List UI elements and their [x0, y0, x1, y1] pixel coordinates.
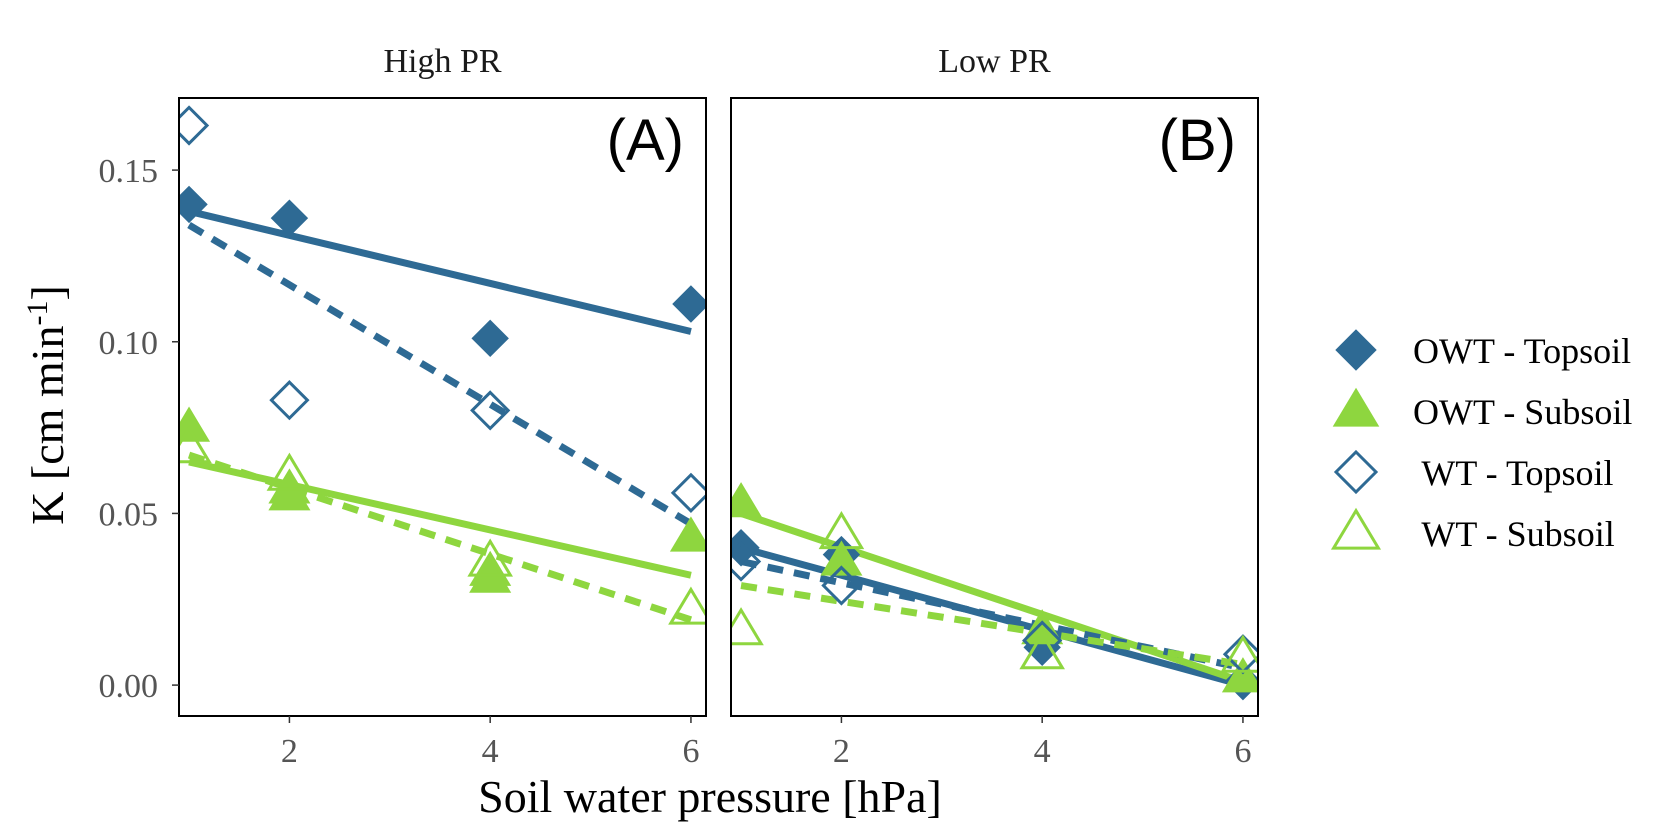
- data-point: [471, 319, 509, 358]
- panel-tag: (A): [607, 108, 684, 173]
- y-tick-label: 0.00: [99, 668, 159, 705]
- data-point: [269, 380, 310, 421]
- data-point: [668, 586, 706, 625]
- panel-tag: (B): [1159, 108, 1236, 173]
- data-point: [467, 538, 513, 577]
- fit-line-2: [187, 222, 693, 527]
- data-point: [821, 565, 862, 606]
- data-point: [179, 105, 210, 146]
- y-tick-label: 0.10: [99, 325, 159, 362]
- data-point: [270, 199, 309, 237]
- legend-label: WT - Subsoil: [1413, 514, 1615, 554]
- data-point: [669, 516, 706, 552]
- legend-key: [1330, 507, 1382, 550]
- x-tick-label: 6: [682, 733, 699, 770]
- legend-label: OWT - Topsoil: [1413, 331, 1631, 371]
- y-axis-title: K [cm min-1]: [21, 285, 73, 525]
- data-point: [670, 472, 706, 513]
- y-axis-title-end: ]: [22, 285, 73, 300]
- panel-b: Low PR (B): [730, 43, 1259, 717]
- data-point: [179, 185, 208, 224]
- fit-line-2: [740, 558, 1244, 672]
- fit-line-1: [739, 510, 1245, 685]
- panel-a: High PR (A): [178, 43, 707, 717]
- data-point: [1220, 634, 1258, 673]
- y-tick-label: 0.05: [99, 496, 159, 533]
- data-point: [820, 540, 863, 576]
- data-point: [818, 511, 865, 550]
- data-point: [1021, 609, 1064, 645]
- legend-item: OWT - Topsoil: [1335, 329, 1631, 371]
- x-tick-label: 6: [1234, 733, 1251, 770]
- data-point: [470, 390, 511, 431]
- fit-line-3: [740, 582, 1244, 668]
- x-tick-label: 2: [281, 733, 298, 770]
- legend-key: [1332, 387, 1380, 427]
- data-point: [268, 475, 311, 511]
- x-tick-label: 2: [833, 733, 850, 770]
- data-point: [1022, 620, 1063, 661]
- plot-area: [731, 482, 1258, 701]
- fit-line-0: [188, 207, 692, 335]
- panel-border: [178, 97, 707, 717]
- data-point: [266, 452, 313, 491]
- axes: 2 4 6 2 4 6 0.00 0.05 0.10 0.15: [99, 153, 1252, 770]
- strip-label: Low PR: [938, 43, 1051, 80]
- legend-label: WT - Topsoil: [1413, 453, 1614, 493]
- x-tick-label: 4: [1034, 733, 1051, 770]
- legend-item: OWT - Subsoil: [1332, 387, 1632, 432]
- legend-key: [1333, 449, 1379, 495]
- y-axis-title-superscript: -1: [21, 301, 54, 326]
- panels: High PR (A) Low PR (B): [178, 43, 1259, 717]
- data-point: [731, 482, 763, 518]
- data-point: [179, 406, 211, 442]
- data-point: [179, 425, 212, 464]
- x-axis-title: Soil water pressure [hPa]: [478, 771, 942, 822]
- data-point: [731, 529, 760, 567]
- data-point: [731, 541, 762, 582]
- strip-label: High PR: [383, 43, 501, 80]
- data-point: [731, 607, 764, 646]
- panel-border: [730, 97, 1259, 717]
- y-axis-title-main: K [cm min: [22, 326, 73, 525]
- data-point: [1221, 657, 1258, 693]
- legend-label: OWT - Subsoil: [1413, 392, 1632, 432]
- y-tick-label: 0.15: [99, 153, 159, 190]
- x-tick-label: 4: [482, 733, 499, 770]
- legend-item: WT - Topsoil: [1333, 449, 1614, 495]
- data-point: [1019, 631, 1065, 670]
- data-point: [672, 285, 706, 323]
- plot-area: [179, 105, 706, 625]
- legend-item: WT - Subsoil: [1330, 507, 1615, 554]
- legend-key: [1335, 329, 1377, 371]
